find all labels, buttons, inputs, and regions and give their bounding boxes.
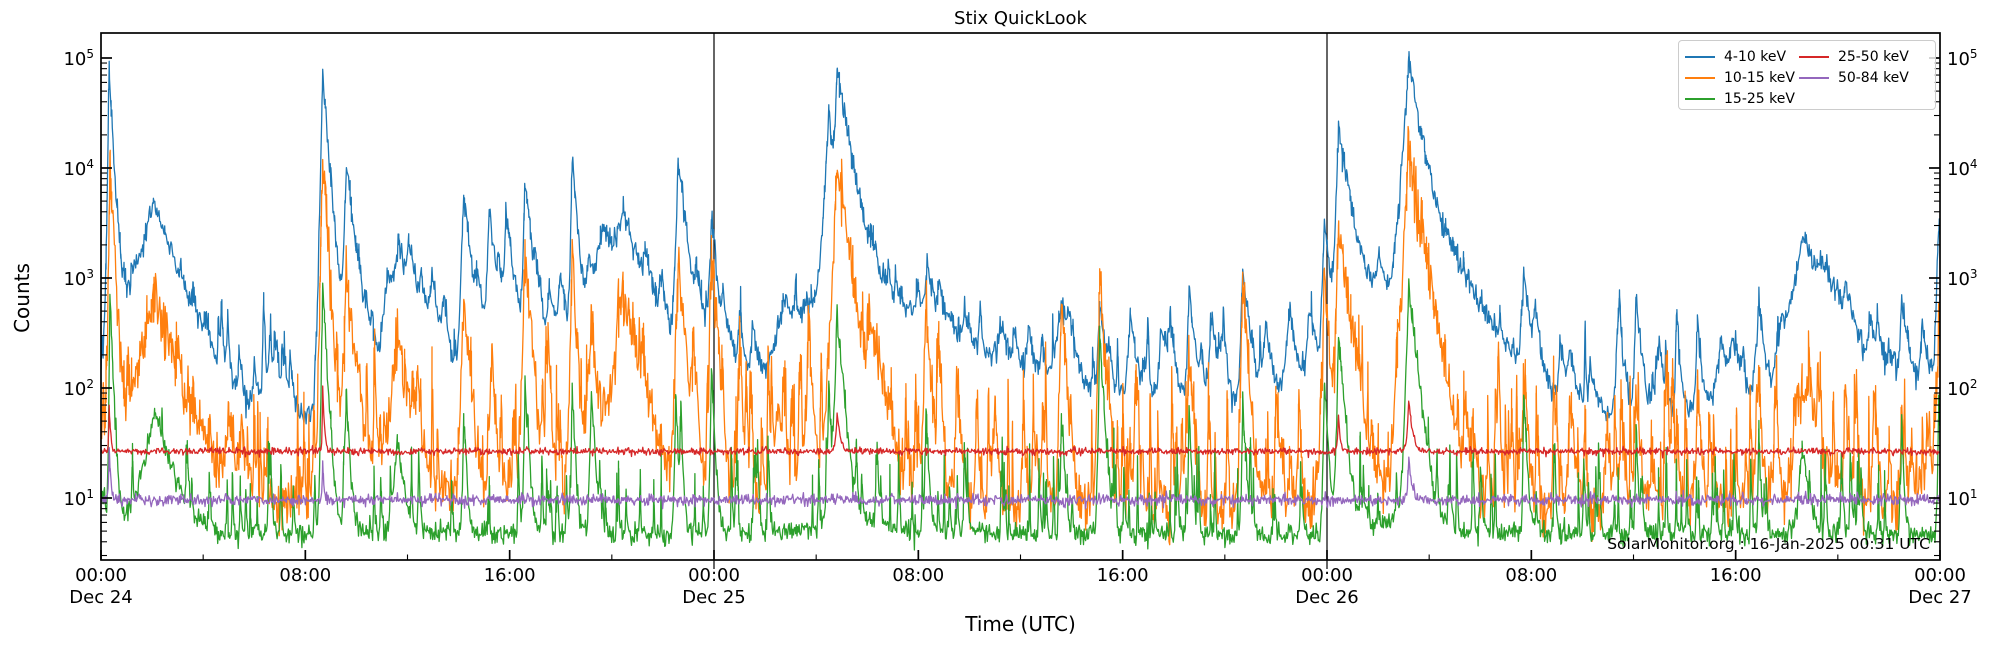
- chart-title: Stix QuickLook: [954, 8, 1087, 29]
- x-tick-time: 08:00: [892, 565, 945, 586]
- y-tick-label-left: 105: [63, 47, 94, 70]
- x-tick-time: 00:00: [688, 565, 740, 586]
- x-tick-label: 16:00: [1710, 565, 1762, 587]
- y-tick-label-left: 101: [63, 487, 94, 510]
- x-tick-label: 00:00 Dec 25: [682, 565, 745, 609]
- x-tick-time: 16:00: [483, 565, 536, 586]
- x-tick-time: 16:00: [1096, 565, 1149, 586]
- legend-entry: 25-50 keV: [1798, 46, 1909, 67]
- series-line-25-50keV: [101, 385, 1940, 459]
- legend-label: 4-10 keV: [1724, 48, 1787, 65]
- x-tick-label: 00:00 Dec 24: [69, 565, 132, 609]
- x-tick-date: Dec 24: [69, 586, 133, 608]
- x-tick-label: 16:00: [1097, 565, 1149, 587]
- legend-entry: 10-15 keV: [1685, 67, 1795, 88]
- x-tick-time: 00:00: [75, 565, 127, 586]
- x-tick-label: 00:00 Dec 27: [1908, 565, 1971, 609]
- legend-line-swatch: [1798, 55, 1829, 58]
- x-tick-time: 08:00: [1505, 565, 1558, 586]
- x-tick-time: 08:00: [279, 565, 332, 586]
- series-line-50-84keV: [101, 447, 1940, 510]
- y-tick-label-right: 102: [1947, 377, 1978, 400]
- y-tick-label-left: 103: [63, 267, 94, 290]
- y-tick-label-right: 104: [1947, 157, 1978, 180]
- watermark-text: SolarMonitor.org : 16-Jan-2025 00:31 UTC: [1607, 535, 1930, 553]
- legend-entry: 4-10 keV: [1685, 46, 1795, 67]
- legend-line-swatch: [1685, 97, 1715, 100]
- legend-entry: 50-84 keV: [1798, 67, 1909, 88]
- legend-line-swatch: [1798, 76, 1829, 79]
- y-tick-label-left: 102: [63, 377, 94, 400]
- x-tick-date: Dec 27: [1908, 586, 1972, 608]
- series-line-4-10keV: [101, 50, 1940, 425]
- legend-label: 50-84 keV: [1837, 69, 1909, 86]
- legend-column: 25-50 keV 50-84 keV: [1798, 46, 1909, 88]
- legend-entry: 15-25 keV: [1685, 88, 1795, 109]
- x-tick-time: 16:00: [1709, 565, 1762, 586]
- x-tick-label: 08:00: [279, 565, 331, 587]
- y-tick-label-left: 104: [63, 157, 94, 180]
- x-tick-date: Dec 25: [682, 586, 746, 608]
- x-tick-label: 08:00: [892, 565, 944, 587]
- legend: 4-10 keV 10-15 keV 15-25 keV 25-50 keV 50-84…: [1678, 40, 1936, 110]
- series-line-10-15keV: [101, 125, 1940, 546]
- x-tick-time: 00:00: [1914, 565, 1966, 586]
- legend-line-swatch: [1685, 55, 1715, 58]
- x-tick-time: 00:00: [1301, 565, 1353, 586]
- legend-column: 4-10 keV 10-15 keV 15-25 keV: [1685, 46, 1795, 109]
- legend-label: 15-25 keV: [1724, 90, 1795, 107]
- y-tick-label-right: 101: [1947, 487, 1978, 510]
- y-tick-label-right: 103: [1947, 267, 1978, 290]
- y-tick-label-right: 105: [1947, 47, 1978, 70]
- legend-line-swatch: [1685, 76, 1715, 79]
- x-tick-label: 00:00 Dec 26: [1295, 565, 1358, 609]
- legend-label: 25-50 keV: [1837, 48, 1909, 65]
- legend-label: 10-15 keV: [1724, 69, 1795, 86]
- x-tick-label: 16:00: [484, 565, 536, 587]
- x-tick-date: Dec 26: [1295, 586, 1359, 608]
- x-axis-label: Time (UTC): [965, 612, 1076, 636]
- x-tick-label: 08:00: [1505, 565, 1557, 587]
